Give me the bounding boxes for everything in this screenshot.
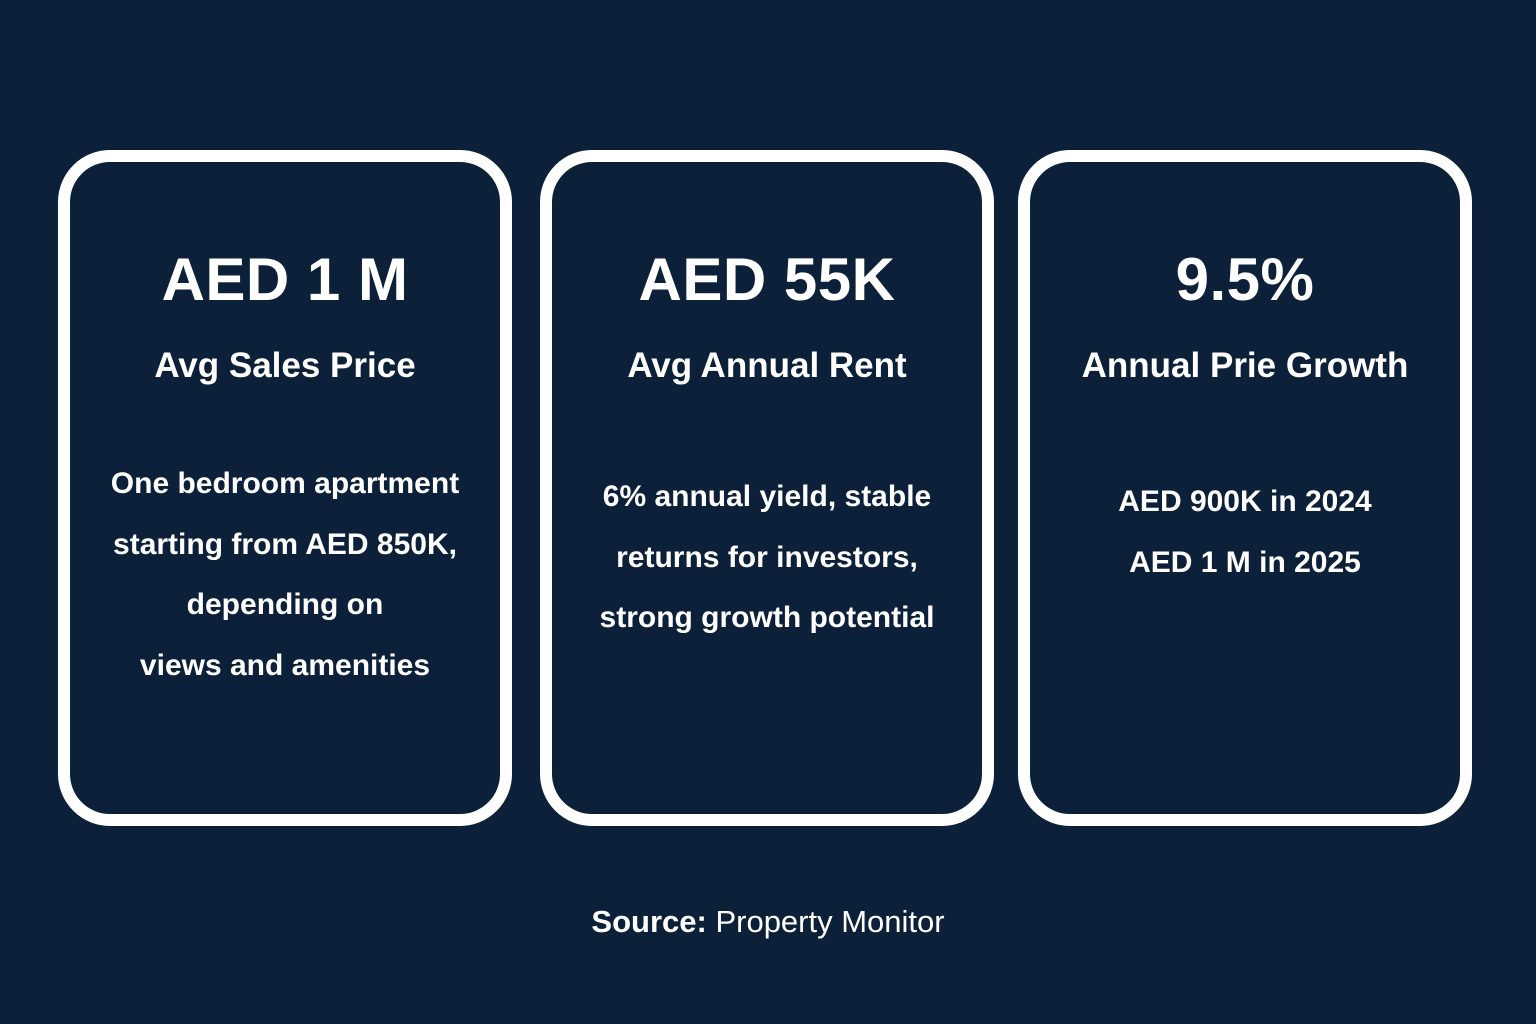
card-annual-price-growth: 9.5% Annual Prie Growth AED 900K in 2024… xyxy=(1018,150,1472,826)
source-label: Source: xyxy=(591,904,707,939)
description-line: views and amenities xyxy=(139,648,431,682)
source-value: Property Monitor xyxy=(715,904,945,939)
card-metric-value: 9.5% xyxy=(1175,246,1315,313)
description-line: 6% annual yield, stable xyxy=(602,480,932,513)
card-metric-value: AED 55K xyxy=(638,246,896,313)
card-description: AED 900K in 2024 AED 1 M in 2025 xyxy=(1040,472,1450,593)
card-metric-value: AED 1 M xyxy=(161,246,409,313)
card-metric-label: Avg Sales Price xyxy=(154,346,416,385)
description-line: AED 1 M in 2025 xyxy=(1129,545,1361,579)
card-avg-annual-rent: AED 55K Avg Annual Rent 6% annual yield,… xyxy=(540,150,994,826)
card-avg-sales-price: AED 1 M Avg Sales Price One bedroom apar… xyxy=(58,150,512,826)
card-description: 6% annual yield, stable returns for inve… xyxy=(562,467,972,649)
description-line: depending on xyxy=(186,588,384,621)
description-line: strong growth potential xyxy=(599,601,935,634)
description-line: AED 900K in 2024 xyxy=(1118,485,1372,518)
card-metric-label: Avg Annual Rent xyxy=(627,346,907,385)
description-line: starting from AED 850K, xyxy=(113,527,457,561)
card-metric-label: Annual Prie Growth xyxy=(1081,346,1409,385)
source-credit: Source: Property Monitor xyxy=(0,902,1536,942)
description-line: One bedroom apartment xyxy=(110,467,460,500)
description-line: returns for investors, xyxy=(616,540,918,574)
card-description: One bedroom apartment starting from AED … xyxy=(80,454,490,696)
